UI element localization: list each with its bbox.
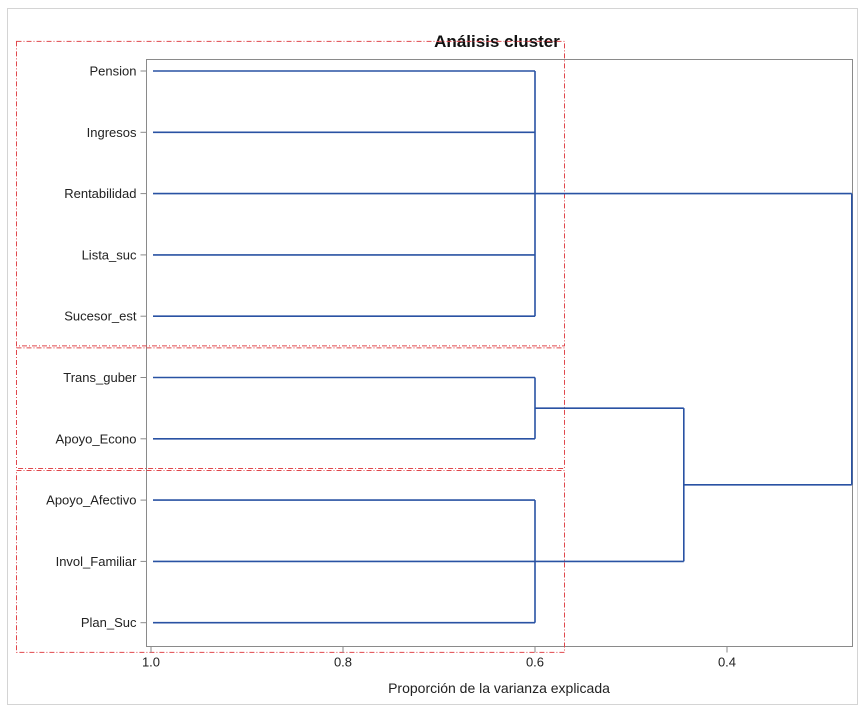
leaf-label-ingresos: Ingresos xyxy=(87,125,137,140)
plot-area xyxy=(146,59,853,647)
x-tick-label-0.8: 0.8 xyxy=(334,655,352,670)
leaf-label-sucesor-est: Sucesor_est xyxy=(64,309,137,324)
leaf-label-trans-guber: Trans_guber xyxy=(63,370,137,385)
leaf-label-pension: Pension xyxy=(90,64,137,79)
x-tick-label-0.4: 0.4 xyxy=(718,655,736,670)
leaf-label-invol-familiar: Invol_Familiar xyxy=(56,554,138,569)
leaf-label-apoyo-afectivo: Apoyo_Afectivo xyxy=(46,493,136,508)
leaf-label-plan-suc: Plan_Suc xyxy=(81,615,137,630)
x-tick-label-0.6: 0.6 xyxy=(526,655,544,670)
cluster-highlight-box-3 xyxy=(16,469,565,653)
cluster-highlight-box-2 xyxy=(16,347,565,469)
x-axis-label: Proporción de la varianza explicada xyxy=(388,680,610,696)
outer-frame xyxy=(7,8,858,705)
x-tick-label-1.0: 1.0 xyxy=(142,655,160,670)
leaf-label-apoyo-econo: Apoyo_Econo xyxy=(56,431,137,446)
leaf-label-lista-suc: Lista_suc xyxy=(82,247,137,262)
leaf-label-rentabilidad: Rentabilidad xyxy=(64,186,136,201)
